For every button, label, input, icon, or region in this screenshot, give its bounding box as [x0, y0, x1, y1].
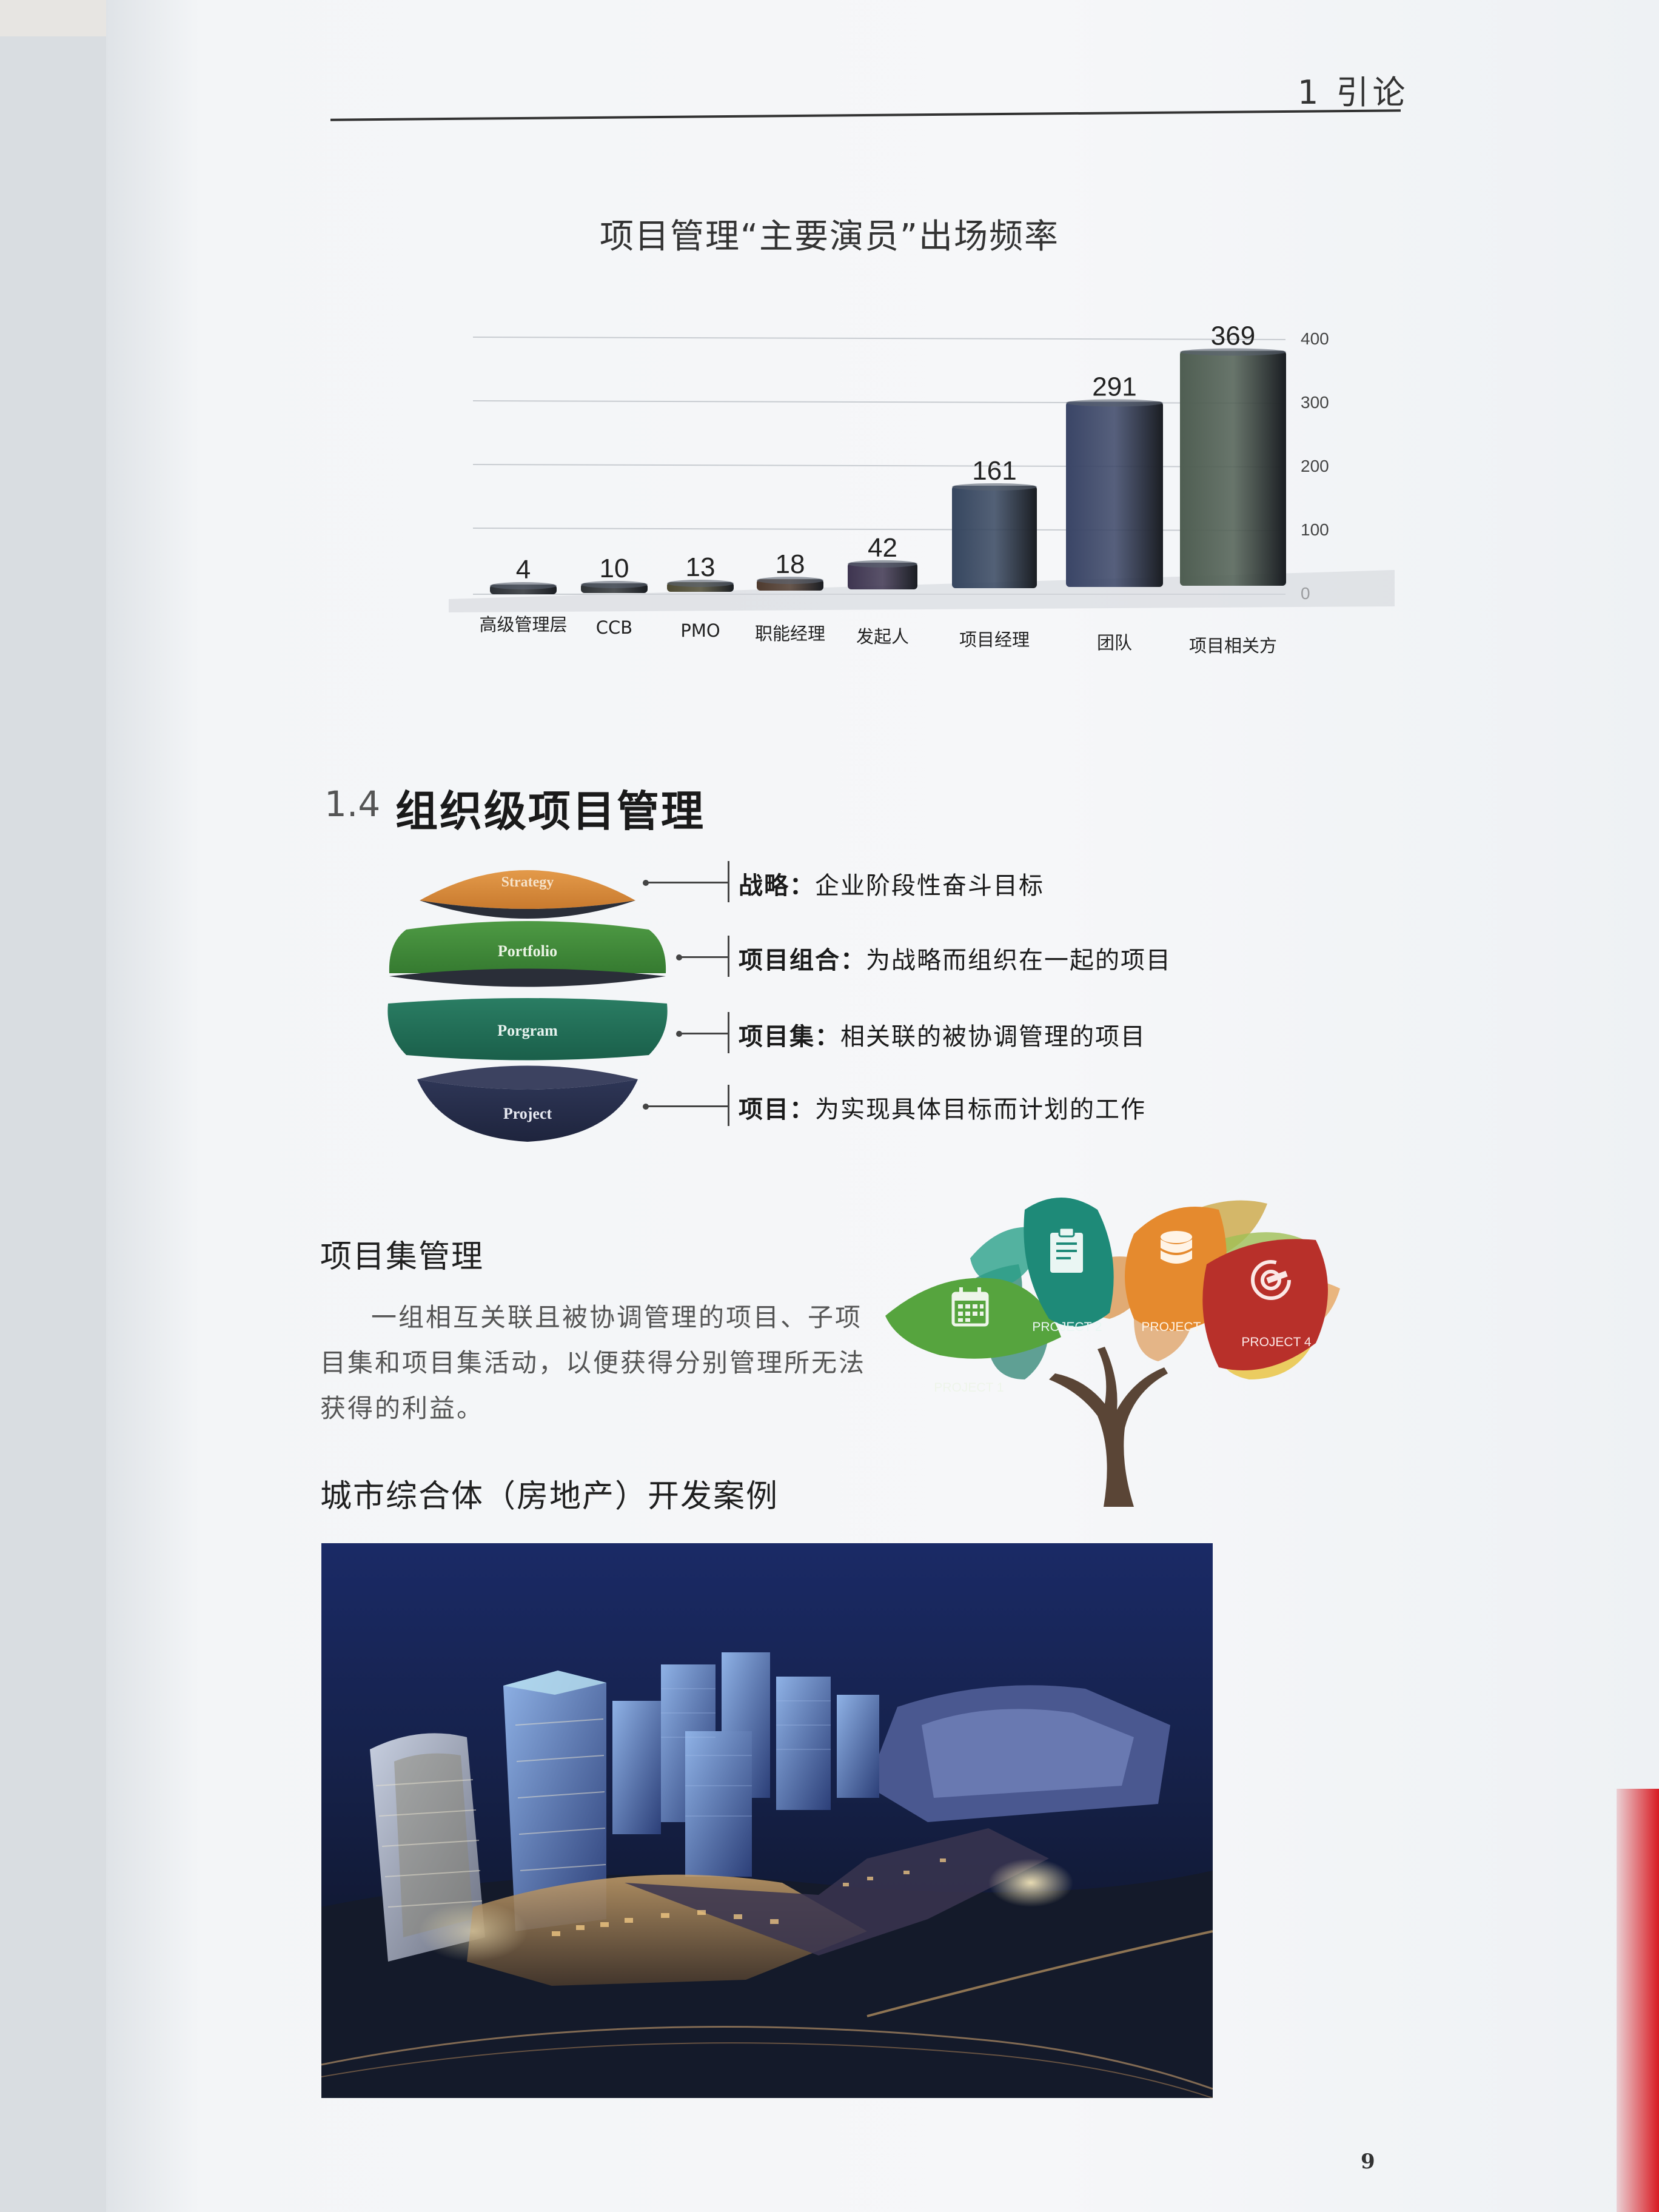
gridline — [472, 400, 1286, 404]
page-edge-shadow — [0, 0, 106, 2212]
gridline — [472, 528, 1286, 531]
chart-title: 项目管理“主要演员”出场频率 — [599, 217, 1060, 256]
category-label: CCB — [596, 617, 632, 638]
bar — [1066, 401, 1163, 587]
y-tick-label: 100 — [1301, 520, 1329, 539]
para-line-1: 一组相互关联且被协调管理的项目、子项 — [371, 1302, 863, 1332]
clipboard-icon — [1050, 1227, 1083, 1273]
definition-program: 项目集：相关联的被协调管理的项目 — [739, 1023, 1146, 1051]
city-complex-photo — [321, 1543, 1213, 2098]
y-tick-label: 400 — [1301, 329, 1329, 348]
definition-portfolio: 项目组合：为战略而组织在一起的项目 — [739, 947, 1171, 974]
data-label: 161 — [972, 456, 1016, 486]
para-line-3: 获得的利益。 — [320, 1393, 484, 1423]
para-line-2: 目集和项目集活动，以便获得分别管理所无法 — [320, 1348, 866, 1378]
leader-line-project — [645, 1105, 729, 1107]
category-label: 项目相关方 — [1189, 635, 1277, 656]
case-heading: 城市综合体（房地产）开发案例 — [320, 1478, 779, 1515]
data-label: 42 — [868, 533, 897, 563]
category-label: 项目经理 — [959, 629, 1030, 650]
calendar-icon — [951, 1287, 989, 1327]
layer-label-project: Project — [503, 1105, 552, 1122]
tree-trunk — [1049, 1347, 1168, 1507]
definition-strategy: 战略：企业阶段性奋斗目标 — [739, 872, 1044, 900]
leaf-project-1: PROJECT 1 — [885, 1278, 1061, 1395]
category-label: 职能经理 — [755, 623, 825, 644]
bar-top — [490, 582, 557, 589]
bar-top — [1180, 348, 1286, 356]
gridline — [472, 337, 1286, 340]
y-tick-label: 200 — [1301, 457, 1329, 475]
gridline — [472, 464, 1286, 468]
data-label: 18 — [776, 549, 805, 579]
bar-top — [848, 560, 917, 568]
leader-tick-project — [728, 1085, 729, 1126]
layer-portfolio: Portfolio — [389, 921, 666, 987]
layer-program: Porgram — [387, 998, 668, 1061]
leader-tick-portfolio — [728, 936, 729, 977]
bar — [952, 485, 1037, 588]
leader-line-program — [679, 1033, 729, 1034]
category-label: 团队 — [1097, 632, 1132, 653]
leader-tick-program — [728, 1012, 729, 1053]
leaf-project-2: PROJECT 2 — [1024, 1198, 1114, 1334]
data-label: 4 — [516, 555, 531, 585]
target-icon — [1251, 1260, 1291, 1300]
project-tree-illustration: PROJECT 1 PROJECT 2 PROJECT 3 PROJECT 4 — [885, 1198, 1340, 1507]
org-levels-diagram: Strategy Portfolio Porgram Project — [387, 870, 668, 1142]
section-number: 1.4 — [324, 783, 381, 825]
bar-top — [757, 577, 823, 585]
category-label: PMO — [680, 620, 720, 641]
bar-top — [1066, 399, 1163, 407]
database-icon — [1161, 1231, 1192, 1264]
leaf-project-3: PROJECT 3 — [1125, 1207, 1227, 1334]
section-title: 组织级项目管理 — [395, 786, 705, 836]
data-label: 369 — [1211, 321, 1255, 351]
layer-label-strategy: Strategy — [501, 874, 554, 890]
bar-top — [667, 580, 734, 587]
bar-top — [952, 483, 1037, 491]
program-mgmt-paragraph: 一组相互关联且被协调管理的项目、子项 目集和项目集活动，以便获得分别管理所无法 … — [320, 1295, 866, 1431]
y-tick-label: 300 — [1301, 393, 1329, 412]
leaf-project-4: PROJECT 4 — [1202, 1239, 1328, 1370]
definition-project: 项目：为实现具体目标而计划的工作 — [739, 1096, 1146, 1124]
layer-label-portfolio: Portfolio — [498, 942, 557, 960]
bar — [1180, 350, 1286, 586]
project-3-label: PROJECT 3 — [1141, 1320, 1211, 1334]
chapter-header: 1 引论 — [1298, 73, 1409, 112]
page-number: 9 — [1361, 2150, 1375, 2174]
layer-label-program: Porgram — [497, 1022, 558, 1039]
bar-top — [581, 581, 648, 588]
data-label: 291 — [1092, 372, 1136, 401]
layer-strategy: Strategy — [420, 870, 635, 919]
category-label: 发起人 — [856, 626, 909, 647]
data-label: 13 — [686, 552, 716, 582]
data-label: 10 — [600, 554, 629, 583]
project-1-label: PROJECT 1 — [934, 1381, 1004, 1395]
leader-line-portfolio — [679, 956, 729, 958]
layer-project: Project — [417, 1065, 638, 1142]
bar — [848, 562, 917, 589]
category-label: 高级管理层 — [479, 614, 567, 635]
red-background-edge — [1617, 1789, 1659, 2212]
leader-tick-strategy — [728, 861, 729, 902]
project-4-label: PROJECT 4 — [1241, 1335, 1311, 1349]
bar-chart: 01002003004004高级管理层10CCB13PMO18职能经理42发起人… — [449, 321, 1395, 656]
leader-line-strategy — [645, 882, 729, 883]
program-mgmt-heading: 项目集管理 — [320, 1239, 484, 1275]
project-2-label: PROJECT 2 — [1032, 1320, 1102, 1334]
